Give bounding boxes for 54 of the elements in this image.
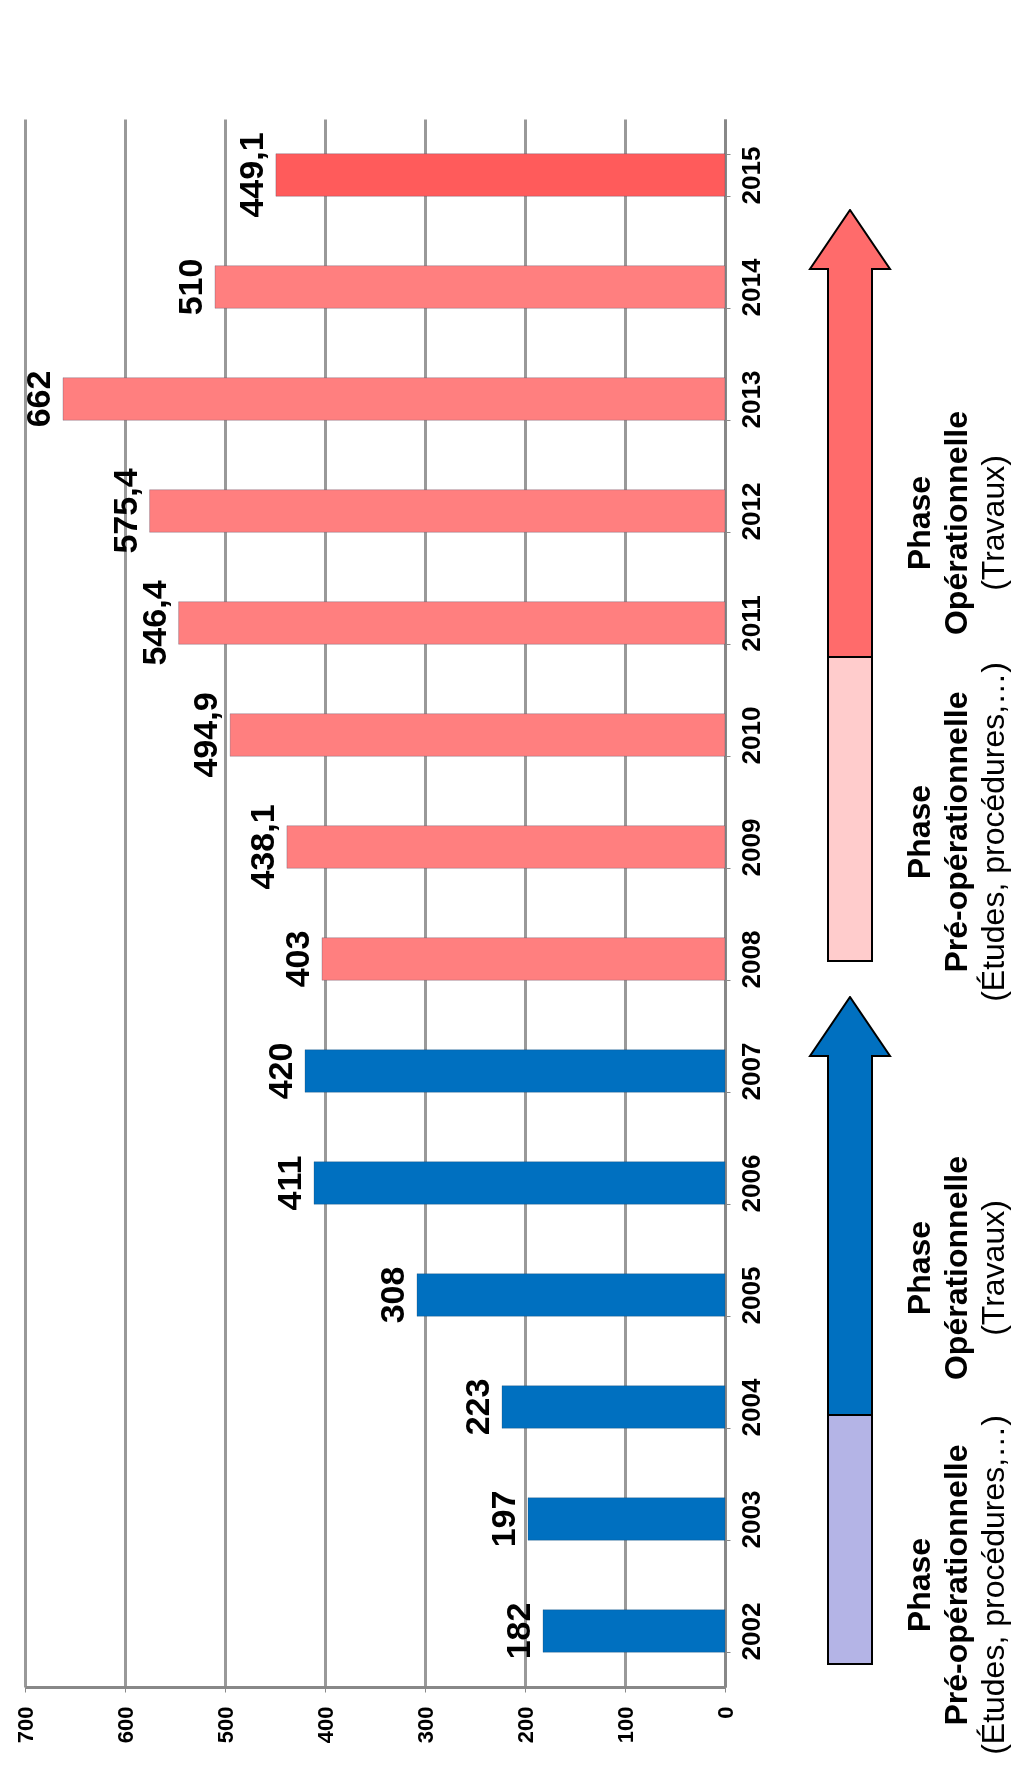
data-label: 308: [373, 1266, 411, 1324]
x-tick-label: 200: [512, 1706, 538, 1744]
bar: [286, 825, 726, 869]
data-label: 223: [458, 1378, 496, 1436]
bar: [178, 601, 726, 645]
bar: [542, 1609, 726, 1653]
bar: [214, 265, 726, 309]
bar: [527, 1497, 726, 1541]
data-label: 420: [261, 1042, 299, 1100]
y-tick-label: 2015: [735, 146, 766, 205]
text: Phase Opérationnelle (Travaux): [901, 410, 1011, 636]
data-label: 575,4: [105, 468, 144, 554]
y-tick-label: 2008: [735, 930, 766, 989]
bar: [62, 377, 726, 421]
bar: [149, 489, 726, 533]
x-tick-label: 0: [712, 1706, 738, 1719]
bar: [321, 937, 726, 981]
data-label: 449,1: [231, 132, 270, 218]
data-label: 438,1: [242, 804, 281, 890]
bar: [416, 1273, 726, 1317]
bar: [229, 713, 726, 757]
y-tick-label: 2004: [735, 1378, 766, 1437]
bar: [501, 1385, 726, 1429]
y-tick-label: 2012: [735, 482, 766, 541]
x-tick-label: 600: [112, 1706, 138, 1744]
x-tick-label: 300: [412, 1706, 438, 1744]
data-label: 546,4: [134, 580, 173, 666]
text: Phase Opérationnelle (Travaux): [901, 1155, 1011, 1381]
x-tick-label: 500: [212, 1706, 238, 1744]
text: Phase Pré-opérationnelle (Études, procédures,…): [901, 662, 1011, 1002]
y-tick-label: 2010: [735, 706, 766, 765]
x-tick-label: 400: [312, 1706, 338, 1744]
data-label: 662: [19, 370, 57, 428]
bar: [275, 153, 726, 197]
data-label: 494,9: [186, 692, 225, 778]
y-tick-label: 2011: [735, 595, 766, 652]
data-label: 411: [270, 1155, 308, 1211]
bar: [313, 1161, 726, 1205]
data-label: 197: [484, 1490, 522, 1548]
data-label: 182: [499, 1602, 537, 1660]
x-tick-label: 100: [612, 1706, 638, 1744]
bar: [304, 1049, 726, 1093]
data-label: 510: [171, 258, 209, 316]
y-tick-label: 2005: [735, 1266, 766, 1325]
y-tick-label: 2006: [735, 1154, 766, 1213]
y-tick-label: 2009: [735, 818, 766, 877]
y-tick-label: 2002: [735, 1602, 766, 1661]
y-tick-label: 2003: [735, 1490, 766, 1549]
y-tick-label: 2014: [735, 258, 766, 317]
x-tick-label: 700: [12, 1706, 38, 1744]
data-label: 403: [278, 930, 316, 988]
y-tick-label: 2007: [735, 1042, 766, 1101]
text: Phase Pré-opérationnelle (Études, procédures,…): [901, 1415, 1011, 1755]
y-tick-label: 2013: [735, 370, 766, 429]
